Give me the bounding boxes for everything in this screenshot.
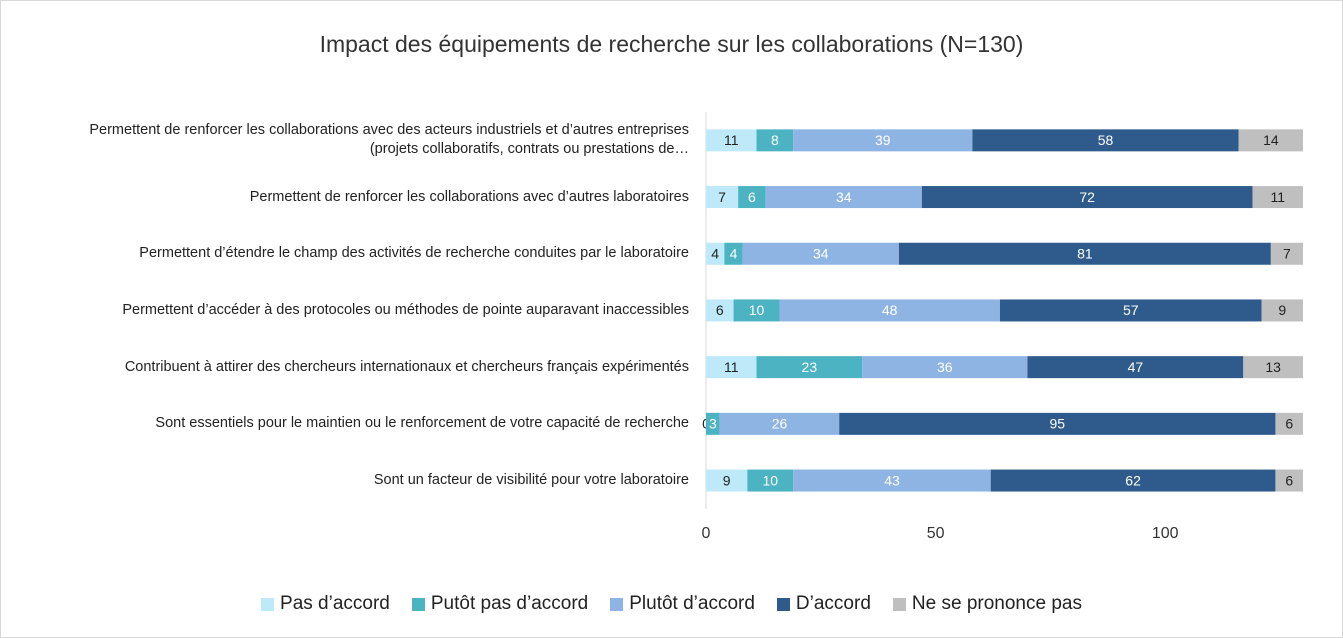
bar-segment — [1270, 242, 1303, 265]
bar-segment — [756, 356, 863, 379]
value-label: 3 — [709, 416, 717, 432]
bar-segment — [706, 186, 739, 209]
value-label: 81 — [1077, 245, 1093, 261]
value-label: 10 — [749, 302, 765, 318]
value-label: 23 — [802, 359, 818, 375]
bar-segment — [706, 469, 748, 492]
value-label: 62 — [1125, 472, 1141, 488]
chart-title: Impact des équipements de recherche sur … — [319, 31, 1024, 57]
category-label: Sont un facteur de visibilité pour votre… — [373, 472, 689, 489]
bar-segment — [972, 129, 1239, 152]
legend-item: Putôt pas d’accord — [411, 593, 589, 615]
bar-segment — [706, 356, 757, 379]
value-label: 47 — [1128, 359, 1144, 375]
bar-segment — [1275, 412, 1303, 435]
legend-item: Ne se prononce pas — [892, 593, 1082, 615]
bar-segment — [990, 469, 1276, 492]
value-label: 14 — [1263, 132, 1279, 148]
value-label: 39 — [875, 132, 891, 148]
bar-segment — [738, 186, 766, 209]
value-label: 4 — [711, 245, 719, 261]
legend: Pas d’accord Putôt pas d’accord Plutôt d’a… — [1, 593, 1342, 615]
legend-swatch — [892, 597, 906, 611]
legend-swatch — [411, 597, 425, 611]
bar-segment — [706, 129, 757, 152]
value-label: 26 — [772, 416, 788, 432]
value-label: 9 — [1278, 302, 1286, 318]
legend-label: D’accord — [795, 593, 871, 614]
bar-segment — [839, 412, 1276, 435]
value-label: 7 — [718, 189, 726, 205]
value-label: 95 — [1050, 416, 1066, 432]
value-label: 7 — [1283, 245, 1291, 261]
bar-segment — [733, 299, 780, 322]
value-label: 13 — [1265, 359, 1281, 375]
value-label: 34 — [836, 189, 852, 205]
value-label: 6 — [716, 302, 724, 318]
legend-item: Pas d’accord — [261, 593, 390, 615]
legend-item: D’accord — [776, 593, 871, 615]
value-label: 58 — [1098, 132, 1114, 148]
bar-segment — [999, 299, 1262, 322]
bar-segment — [706, 242, 725, 265]
value-label: 36 — [937, 359, 953, 375]
x-tick-label: 0 — [702, 525, 711, 542]
bar-segment — [1261, 299, 1303, 322]
value-label: 11 — [724, 359, 739, 375]
bar-segment — [1027, 356, 1244, 379]
bar-segment — [1238, 129, 1303, 152]
legend-swatch — [261, 597, 275, 611]
value-label: 6 — [1285, 472, 1293, 488]
value-label: 4 — [730, 245, 738, 261]
bar-segment — [719, 412, 840, 435]
category-label: Permettent de renforcer les collaboratio… — [89, 122, 689, 158]
bar-segment — [1275, 469, 1303, 492]
legend-label: Putôt pas d’accord — [430, 593, 589, 614]
bar-segment — [724, 242, 743, 265]
value-label: 57 — [1123, 302, 1139, 318]
legend-swatch — [776, 597, 790, 611]
value-label: 11 — [1270, 189, 1285, 205]
value-label: 9 — [723, 472, 731, 488]
bar-segment — [706, 299, 734, 322]
category-label: Permettent d’étendre le champ des activi… — [139, 245, 689, 262]
bar-segment — [742, 242, 899, 265]
bar-segment — [706, 412, 720, 435]
value-label: 8 — [771, 132, 779, 148]
value-label: 6 — [748, 189, 756, 205]
value-label: 43 — [884, 472, 900, 488]
bar-segment — [793, 469, 991, 492]
legend-label: Pas d’accord — [280, 593, 390, 614]
bar-segment — [793, 129, 973, 152]
bar-segment — [1252, 186, 1303, 209]
legend-item: Plutôt d’accord — [610, 593, 755, 615]
bar-segment — [765, 186, 922, 209]
value-label: 11 — [724, 132, 739, 148]
bar-segment — [862, 356, 1028, 379]
value-label: 6 — [1285, 416, 1293, 432]
bar-segment — [1243, 356, 1303, 379]
x-tick-label: 100 — [1152, 525, 1179, 542]
bar-segment — [756, 129, 794, 152]
category-label: Permettent d’accéder à des protocoles ou… — [122, 301, 689, 318]
bar-segment — [779, 299, 1000, 322]
legend-label: Plutôt d’accord — [629, 593, 755, 614]
bar-segment — [898, 242, 1271, 265]
bar-segment — [747, 469, 794, 492]
category-label: Sont essentiels pour le maintien ou le r… — [155, 415, 689, 432]
category-label: Contribuent à attirer des chercheurs int… — [124, 358, 689, 375]
x-tick-label: 50 — [927, 525, 945, 542]
category-label: Permettent de renforcer les collaboratio… — [249, 188, 689, 205]
legend-swatch — [610, 597, 624, 611]
value-label: 72 — [1079, 189, 1095, 205]
value-label: 48 — [882, 302, 898, 318]
bar-segment — [921, 186, 1253, 209]
value-label: 10 — [763, 472, 779, 488]
value-label: 34 — [813, 245, 829, 261]
legend-label: Ne se prononce pas — [911, 593, 1082, 614]
